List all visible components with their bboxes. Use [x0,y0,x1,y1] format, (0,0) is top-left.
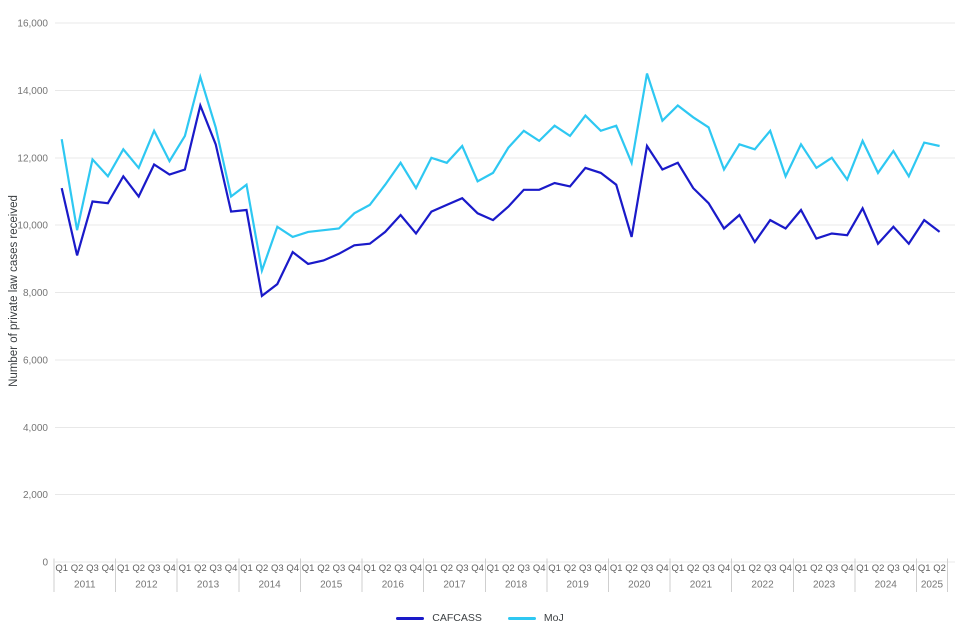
quarter-label: Q1 [610,563,623,574]
quarter-label: Q2 [810,563,823,574]
quarter-label: Q2 [933,563,946,574]
y-tick-label: 8,000 [23,288,48,299]
year-label: 2013 [197,580,220,591]
quarter-label: Q1 [179,563,192,574]
quarter-label: Q4 [656,563,669,574]
legend-label-cafcass: CAFCASS [432,612,482,624]
quarter-label: Q1 [302,563,315,574]
y-tick-label: 12,000 [17,153,48,164]
quarter-label: Q1 [548,563,561,574]
quarter-label: Q2 [256,563,269,574]
quarter-label: Q3 [825,563,838,574]
moj-line [60,72,940,275]
year-label: 2016 [382,580,405,591]
cafcass-line [60,101,941,298]
cafcass-line-swatch [396,616,425,620]
quarter-label: Q2 [564,563,577,574]
quarter-label: Q2 [379,563,392,574]
y-tick-label: 2,000 [23,490,48,501]
quarter-label: Q4 [102,563,115,574]
x-axis-year-labels: 2011 2012 2013 2014 2015 2016 2017 2018 2019 2020… [74,580,943,591]
quarter-label: Q3 [764,563,777,574]
quarter-label: Q1 [733,563,746,574]
year-label: 2019 [567,580,590,591]
year-label: 2023 [813,580,836,591]
y-tick-label: 0 [42,558,48,569]
chart-legend: CAFCASS MoJ [0,612,960,624]
quarter-label: Q2 [132,563,145,574]
legend-label-moj: MoJ [543,612,564,624]
quarter-label: Q3 [517,563,530,574]
y-axis-labels: 0 2,000 4,000 6,000 8,000 10,000 12,000 14,000 1… [17,19,48,569]
quarter-label: Q3 [579,563,592,574]
quarter-label: Q3 [86,563,99,574]
quarter-label: Q2 [687,563,700,574]
quarter-label: Q1 [363,563,376,574]
quarter-label: Q3 [702,563,715,574]
quarter-label: Q1 [240,563,253,574]
quarter-label: Q3 [271,563,284,574]
year-label: 2022 [751,580,774,591]
quarter-label: Q2 [71,563,84,574]
quarter-label: Q3 [641,563,654,574]
quarter-label: Q4 [779,563,792,574]
year-label: 2024 [875,580,898,591]
quarter-label: Q2 [317,563,330,574]
quarter-label: Q3 [209,563,222,574]
quarter-label: Q1 [671,563,684,574]
quarter-label: Q2 [440,563,453,574]
quarter-label: Q4 [471,563,484,574]
quarter-label: Q3 [456,563,469,574]
quarter-label: Q1 [487,563,500,574]
quarter-label: Q3 [148,563,161,574]
year-label: 2015 [320,580,343,591]
quarter-label: Q1 [117,563,130,574]
year-label: 2025 [921,580,944,591]
quarter-label: Q4 [163,563,176,574]
year-label: 2021 [690,580,713,591]
quarter-label: Q2 [748,563,761,574]
quarter-label: Q3 [394,563,407,574]
quarter-label: Q4 [902,563,915,574]
legend-item-cafcass: CAFCASS [396,612,482,624]
quarter-label: Q4 [410,563,423,574]
x-axis-quarter-labels: Q1 Q2 Q3 Q4 Q1 Q2 Q3 Q4 Q1 Q2 Q3 Q4 Q1 Q2 Q3 Q4 Q1 Q2 Q3 Q4… [55,563,946,574]
gridlines [55,22,955,563]
quarter-label: Q1 [55,563,68,574]
quarter-label: Q1 [795,563,808,574]
year-label: 2018 [505,580,528,591]
y-tick-label: 10,000 [17,221,48,232]
y-tick-label: 16,000 [17,19,48,30]
quarter-label: Q2 [502,563,515,574]
year-label: 2012 [135,580,158,591]
quarter-label: Q4 [348,563,361,574]
quarter-label: Q4 [841,563,854,574]
quarter-label: Q2 [872,563,885,574]
quarter-label: Q1 [425,563,438,574]
quarter-label: Q4 [718,563,731,574]
y-axis-title: Number of private law cases received [8,195,20,387]
y-tick-label: 4,000 [23,423,48,434]
quarter-label: Q4 [533,563,546,574]
year-label: 2020 [628,580,651,591]
quarter-label: Q2 [194,563,207,574]
quarter-label: Q3 [333,563,346,574]
quarter-label: Q1 [918,563,931,574]
year-label: 2011 [74,580,96,591]
quarter-label: Q2 [625,563,638,574]
year-label: 2017 [443,580,466,591]
year-label: 2014 [259,580,282,591]
quarter-label: Q1 [856,563,869,574]
quarter-label: Q4 [594,563,607,574]
year-separators [53,558,948,592]
y-tick-label: 14,000 [17,86,48,97]
moj-line-swatch [507,616,536,620]
quarter-label: Q4 [225,563,238,574]
quarter-label: Q4 [286,563,299,574]
legend-item-moj: MoJ [507,612,564,624]
y-tick-label: 6,000 [23,355,48,366]
quarter-label: Q3 [887,563,900,574]
